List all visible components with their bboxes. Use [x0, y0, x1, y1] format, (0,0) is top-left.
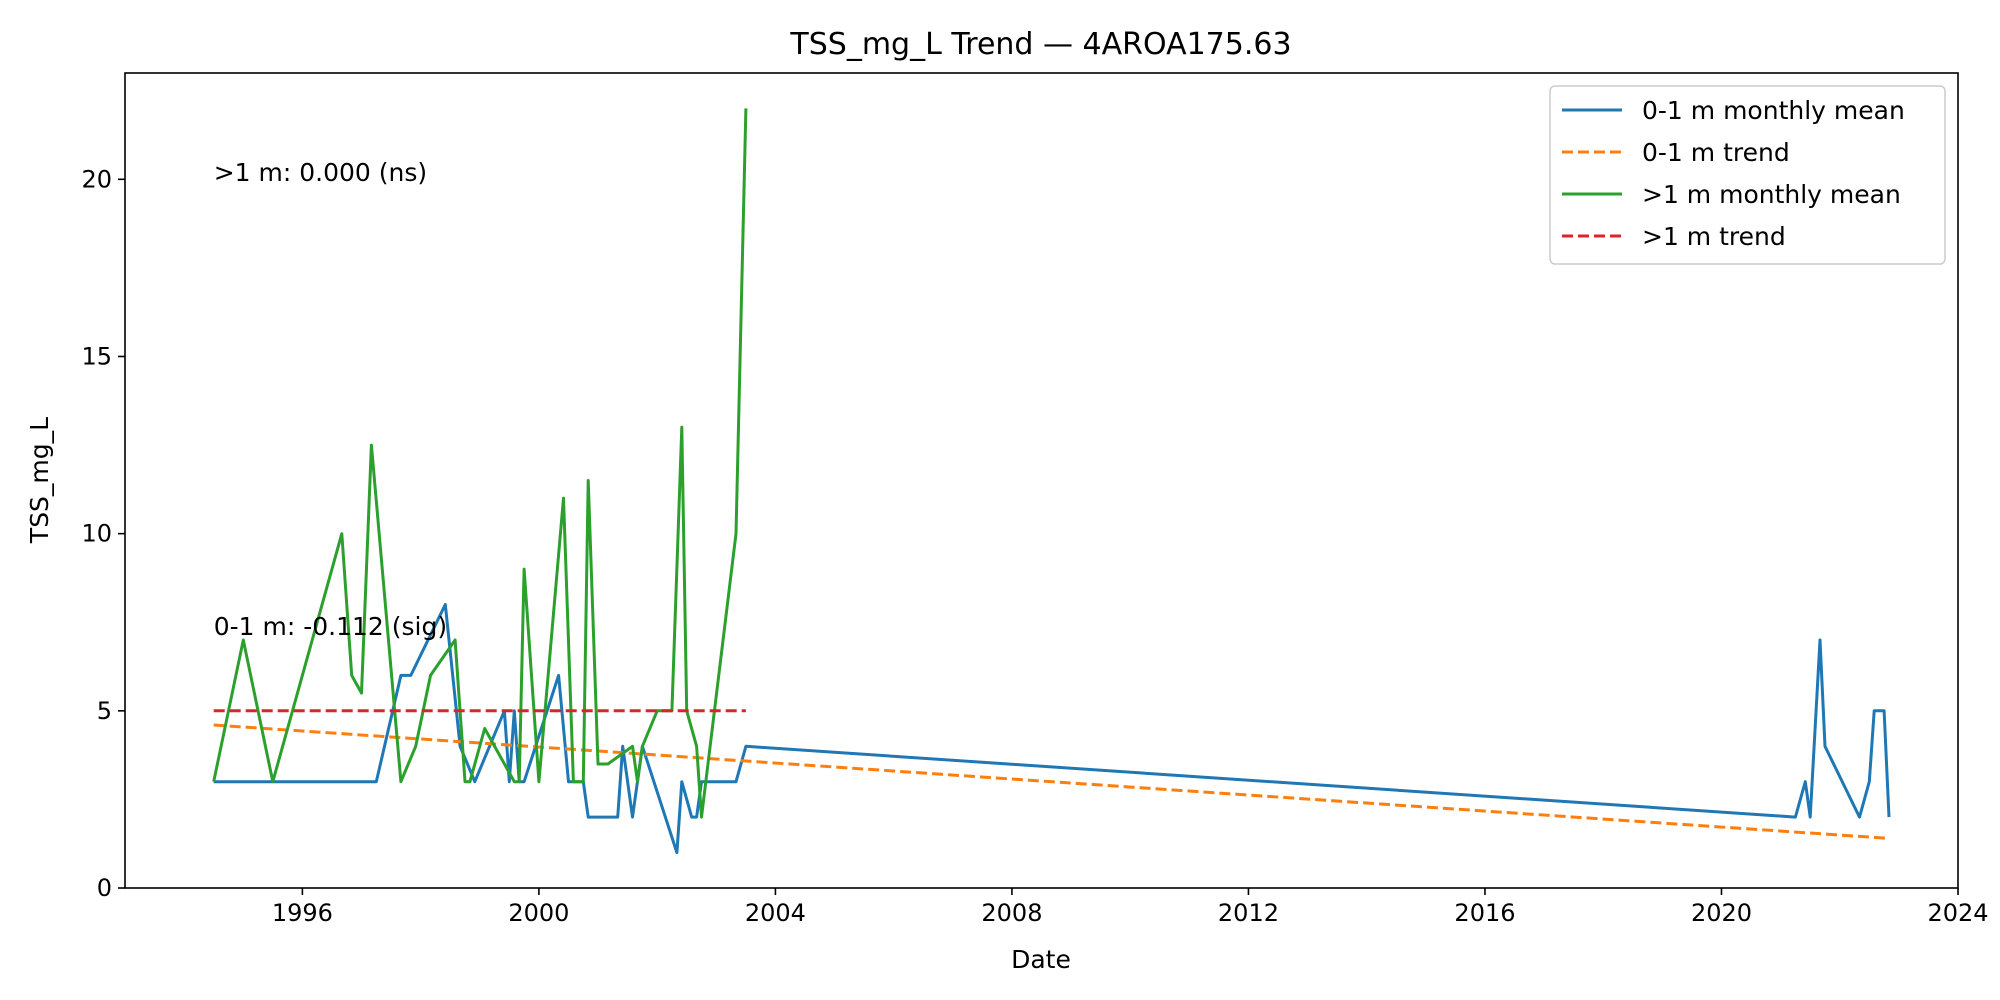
y-tick-label: 0 — [97, 874, 112, 902]
legend-label: 0-1 m trend — [1642, 138, 1790, 167]
y-tick-label: 20 — [81, 165, 112, 193]
legend-label: 0-1 m monthly mean — [1642, 96, 1905, 125]
x-tick-label: 2024 — [1927, 899, 1988, 927]
chart-title: TSS_mg_L Trend — 4AROA175.63 — [789, 27, 1291, 62]
x-tick-label: 2004 — [745, 899, 806, 927]
series-layer — [212, 108, 1891, 855]
y-tick-label: 15 — [81, 342, 112, 370]
trend-annotation: >1 m: 0.000 (ns) — [214, 158, 427, 187]
plot-frame — [124, 72, 1959, 889]
series-line-1 — [213, 603, 1891, 855]
y-tick-label: 5 — [97, 697, 112, 725]
legend: 0-1 m monthly mean 0-1 m trend >1 m monthl… — [1549, 85, 1946, 265]
x-tick-label: 2000 — [508, 899, 569, 927]
y-axis: 0 5 10 15 20 — [81, 165, 125, 902]
legend-items: 0-1 m monthly mean 0-1 m trend >1 m monthl… — [1562, 96, 1905, 251]
trend-annotation: 0-1 m: -0.112 (sig) — [214, 612, 447, 641]
x-tick-label: 1996 — [272, 899, 333, 927]
legend-box — [1549, 85, 1946, 265]
x-axis: 1996 2000 2004 2008 2012 2016 2020 2024 — [272, 888, 1989, 927]
series-line-3 — [212, 108, 748, 819]
annotation-layer: >1 m: 0.000 (ns) 0-1 m: -0.112 (sig) — [214, 158, 447, 641]
x-axis-label: Date — [1011, 945, 1071, 974]
y-tick-label: 10 — [81, 520, 112, 548]
x-tick-label: 2008 — [981, 899, 1042, 927]
legend-label: >1 m trend — [1642, 222, 1786, 251]
x-tick-label: 2012 — [1218, 899, 1279, 927]
y-axis-label: TSS_mg_L — [25, 417, 54, 544]
x-tick-label: 2020 — [1691, 899, 1752, 927]
x-tick-label: 2016 — [1454, 899, 1515, 927]
legend-label: >1 m monthly mean — [1642, 180, 1901, 209]
